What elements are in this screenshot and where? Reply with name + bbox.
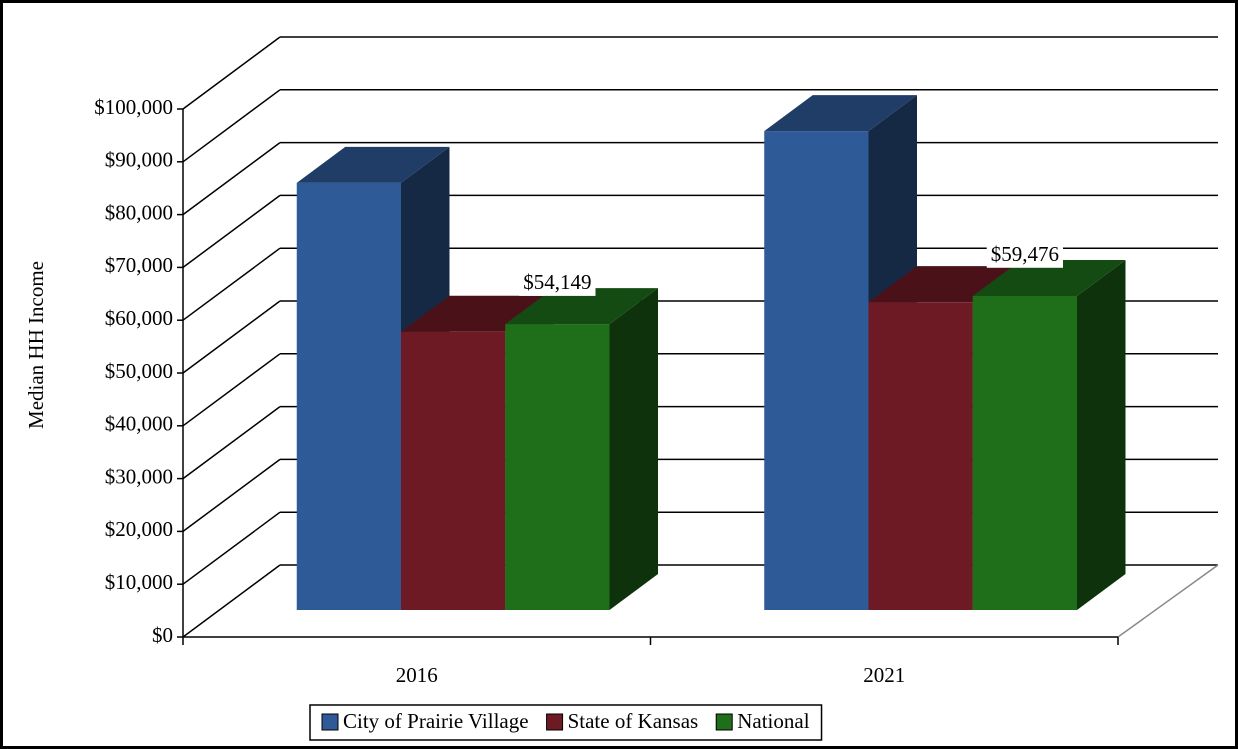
bar-side xyxy=(609,288,659,610)
data-label: $54,149 xyxy=(523,270,591,294)
y-tick-label: $0 xyxy=(152,623,173,647)
x-tick-label: 2021 xyxy=(863,663,905,687)
data-label: $59,476 xyxy=(991,242,1059,266)
bar-top xyxy=(505,288,659,325)
y-tick-label: $50,000 xyxy=(105,359,173,383)
bar-side xyxy=(1077,259,1126,610)
grid-line xyxy=(182,194,281,269)
legend-swatch xyxy=(715,713,733,731)
y-tick-label: $100,000 xyxy=(94,95,173,119)
bar xyxy=(972,259,1126,610)
grid-line xyxy=(182,247,281,321)
y-axis-label: Median HH Income xyxy=(24,261,48,429)
bar-front xyxy=(505,324,610,610)
x-tick-label: 2016 xyxy=(396,663,438,687)
grid-line xyxy=(182,564,281,638)
y-tick-label: $30,000 xyxy=(105,464,173,488)
floor-edge xyxy=(1117,564,1219,638)
legend-label: State of Kansas xyxy=(568,709,699,733)
bar-top xyxy=(764,95,917,132)
y-tick-label: $40,000 xyxy=(105,412,173,436)
bar-front xyxy=(296,182,401,610)
legend-swatch xyxy=(321,713,339,731)
data-label-bg xyxy=(519,267,596,296)
grid-line xyxy=(182,141,281,216)
y-tick-label: $60,000 xyxy=(105,306,173,330)
bar xyxy=(505,288,659,610)
grid-line xyxy=(182,300,281,374)
bar-front xyxy=(764,131,869,610)
y-tick-label: $70,000 xyxy=(105,253,173,277)
bar-front xyxy=(400,331,506,610)
grid-line xyxy=(182,405,281,480)
y-tick-label: $10,000 xyxy=(105,570,173,594)
y-tick-label: $90,000 xyxy=(105,148,173,172)
legend-label: National xyxy=(737,709,809,733)
legend-box xyxy=(309,704,823,741)
grid-line xyxy=(182,458,281,533)
bar-top xyxy=(296,146,450,183)
grid-line xyxy=(182,511,281,585)
y-tick-label: $20,000 xyxy=(105,517,173,541)
legend-label: City of Prairie Village xyxy=(343,709,529,733)
bar-front xyxy=(868,302,973,610)
bar-front xyxy=(972,295,1078,610)
grid-line xyxy=(182,89,281,163)
grid-line xyxy=(182,36,281,110)
y-tick-label: $80,000 xyxy=(105,200,173,224)
bar-top xyxy=(972,259,1126,296)
grid-line xyxy=(182,353,281,427)
legend-swatch xyxy=(546,713,564,731)
data-label-bg xyxy=(986,239,1064,268)
